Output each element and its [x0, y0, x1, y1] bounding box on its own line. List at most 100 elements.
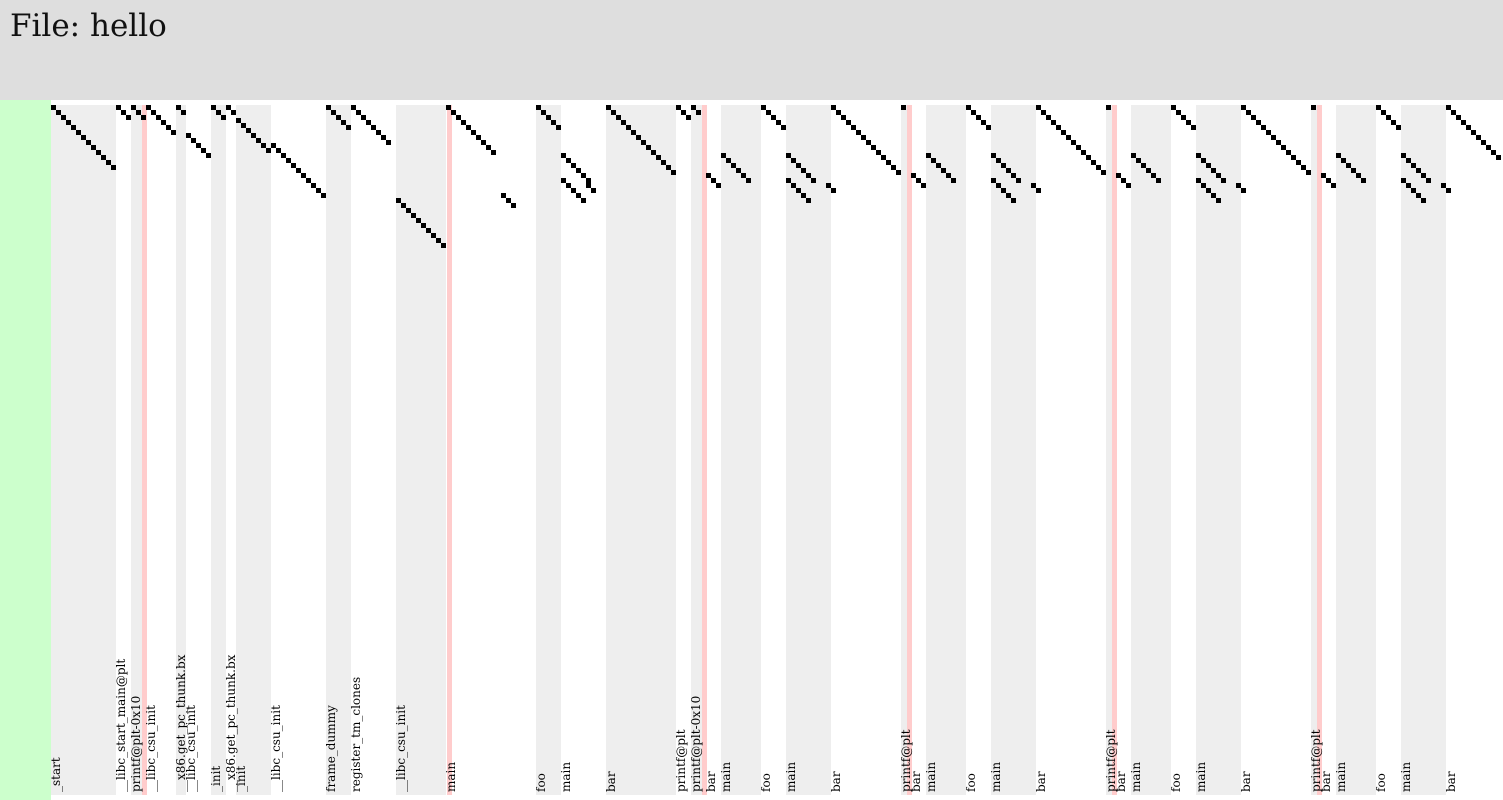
execution-step — [796, 188, 801, 193]
execution-step — [1446, 105, 1451, 110]
execution-step — [471, 130, 476, 135]
execution-step — [1146, 168, 1151, 173]
execution-step — [941, 168, 946, 173]
execution-step — [1491, 150, 1496, 155]
execution-step — [461, 120, 466, 125]
execution-step — [1451, 110, 1456, 115]
execution-step — [591, 188, 596, 193]
execution-step — [1006, 193, 1011, 198]
execution-step — [501, 193, 506, 198]
execution-step — [1376, 105, 1381, 110]
execution-step — [246, 128, 251, 133]
segment-label: main — [719, 762, 733, 792]
segment-label: printf@plt — [899, 729, 913, 792]
segment-label: __libc_csu_init — [394, 705, 408, 792]
execution-step — [61, 115, 66, 120]
segment-label: __x86.get_pc_thunk.bx — [174, 654, 188, 792]
execution-step — [141, 115, 146, 120]
execution-step — [261, 143, 266, 148]
execution-step — [1331, 183, 1336, 188]
execution-step — [1116, 173, 1121, 178]
execution-step — [1256, 120, 1261, 125]
execution-step — [851, 125, 856, 130]
execution-step — [861, 135, 866, 140]
execution-step — [901, 105, 906, 110]
segment-band — [1106, 105, 1116, 795]
execution-step — [651, 150, 656, 155]
execution-step — [1396, 125, 1401, 130]
segment-band — [926, 105, 966, 795]
execution-step — [1156, 178, 1161, 183]
execution-step — [1321, 173, 1326, 178]
execution-step — [881, 155, 886, 160]
execution-step — [1391, 120, 1396, 125]
execution-step — [281, 153, 286, 158]
execution-step — [331, 110, 336, 115]
execution-step — [1411, 188, 1416, 193]
execution-step — [991, 153, 996, 158]
segment-band — [536, 105, 561, 795]
execution-step — [991, 178, 996, 183]
execution-step — [511, 203, 516, 208]
execution-step — [981, 120, 986, 125]
segment-label: printf@plt-0x10 — [689, 696, 703, 792]
execution-step — [121, 110, 126, 115]
execution-step — [241, 123, 246, 128]
execution-step — [296, 168, 301, 173]
execution-step — [586, 183, 591, 188]
execution-step — [1261, 125, 1266, 130]
execution-step — [1081, 150, 1086, 155]
execution-step — [871, 145, 876, 150]
execution-step — [1206, 163, 1211, 168]
execution-step — [1386, 115, 1391, 120]
file-title-name: hello — [90, 8, 167, 44]
segment-band — [211, 105, 226, 795]
marker-lines — [142, 105, 1322, 795]
segment-band — [606, 105, 676, 795]
execution-step — [716, 183, 721, 188]
execution-step — [1336, 153, 1341, 158]
execution-step — [321, 193, 326, 198]
execution-step — [1456, 115, 1461, 120]
call-marker-line — [907, 105, 912, 795]
segment-label: __x86.get_pc_thunk.bx — [224, 654, 238, 792]
execution-step — [1096, 165, 1101, 170]
execution-step — [646, 145, 651, 150]
execution-step — [1031, 183, 1036, 188]
segment-label: printf@plt — [674, 729, 688, 792]
execution-step — [1406, 183, 1411, 188]
execution-step — [781, 125, 786, 130]
execution-step — [1176, 110, 1181, 115]
execution-step — [571, 163, 576, 168]
execution-step — [706, 173, 711, 178]
execution-step — [1131, 153, 1136, 158]
segment-band — [786, 105, 831, 795]
segment-label: main — [1334, 762, 1348, 792]
execution-step — [226, 105, 231, 110]
execution-step — [726, 158, 731, 163]
execution-step — [146, 105, 151, 110]
execution-step — [1411, 163, 1416, 168]
execution-steps — [51, 105, 1501, 248]
execution-step — [326, 105, 331, 110]
execution-step — [796, 163, 801, 168]
segment-label: __libc_start_main@plt — [114, 659, 128, 792]
execution-step — [436, 238, 441, 243]
execution-step — [1401, 153, 1406, 158]
execution-step — [966, 105, 971, 110]
execution-step — [411, 213, 416, 218]
execution-step — [661, 160, 666, 165]
execution-step — [566, 158, 571, 163]
execution-step — [1416, 193, 1421, 198]
execution-step — [541, 110, 546, 115]
execution-step — [221, 115, 226, 120]
segment-label: frame_dummy — [324, 705, 338, 792]
execution-step — [1291, 155, 1296, 160]
execution-step — [1421, 198, 1426, 203]
execution-step — [636, 135, 641, 140]
execution-step — [386, 140, 391, 145]
execution-step — [986, 125, 991, 130]
execution-step — [481, 140, 486, 145]
execution-step — [1471, 130, 1476, 135]
